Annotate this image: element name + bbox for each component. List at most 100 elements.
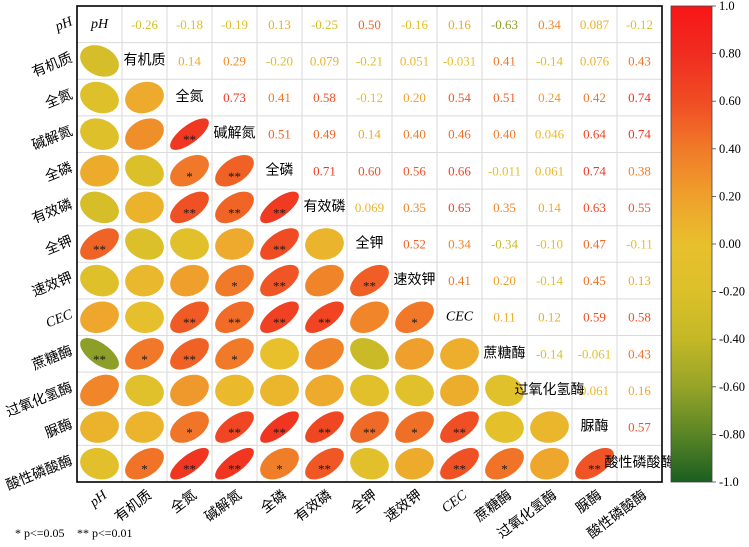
corr-value-r11-c12: 0.57: [628, 420, 651, 435]
corr-ellipse-r11-c9: [485, 411, 524, 443]
significance-stars-r9-c3: *: [231, 352, 238, 367]
corr-ellipse-r11-c10: [530, 411, 569, 443]
corr-value-r3-c10: 0.046: [535, 127, 565, 142]
corr-value-r4-c12: 0.38: [628, 163, 651, 178]
corr-ellipse-r12-c3: [215, 447, 254, 480]
corr-ellipse-r3-c1: [125, 118, 164, 150]
corr-ellipse-r12-c9: [485, 447, 524, 480]
corr-value-r4-c7: 0.56: [403, 163, 426, 178]
significance-stars-r3-c2: **: [183, 132, 196, 147]
corr-value-r0-c7: -0.16: [401, 17, 429, 32]
corr-ellipse-r1-c0: [80, 45, 119, 77]
corr-value-r2-c4: 0.41: [268, 90, 291, 105]
corr-value-r4-c8: 0.66: [448, 163, 471, 178]
corr-value-r0-c4: 0.13: [268, 17, 291, 32]
corr-ellipse-r5-c2: [170, 191, 209, 224]
corr-ellipse-r12-c5: [305, 447, 344, 480]
corr-ellipse-r10-c0: [80, 374, 119, 407]
corr-value-r2-c9: 0.51: [493, 90, 516, 105]
corr-value-r10-c11: 0.061: [580, 383, 609, 398]
corr-value-r0-c6: 0.50: [358, 17, 381, 32]
corr-value-r6-c11: 0.47: [583, 237, 606, 252]
corr-value-r7-c11: 0.45: [583, 273, 606, 288]
corr-value-r1-c7: 0.051: [400, 53, 429, 68]
corr-value-r1-c12: 0.43: [628, 53, 651, 68]
corr-value-r2-c11: 0.42: [583, 90, 606, 105]
diagonal-label-8: CEC: [446, 310, 474, 325]
corr-ellipse-r8-c6: [350, 301, 389, 333]
corr-value-r7-c12: 0.13: [628, 273, 651, 288]
corr-ellipse-r8-c1: [125, 301, 164, 333]
corr-value-r8-c11: 0.59: [583, 310, 606, 325]
corr-ellipse-r10-c4: [260, 374, 299, 407]
corr-ellipse-r6-c4: [260, 228, 299, 260]
corr-ellipse-r11-c5: [305, 411, 344, 443]
corr-value-r3-c8: 0.46: [448, 127, 471, 142]
corr-ellipse-r10-c9: [485, 374, 524, 407]
corr-ellipse-r10-c6: [350, 374, 389, 407]
corr-value-r0-c1: -0.26: [131, 17, 159, 32]
significance-stars-r12-c9: *: [501, 462, 508, 477]
significance-stars-r12-c5: **: [318, 462, 331, 477]
significance-stars-r5-c2: **: [183, 205, 196, 220]
corr-ellipse-r6-c2: [170, 228, 209, 260]
corr-ellipse-r11-c0: [80, 411, 119, 443]
corr-ellipse-r12-c7: [395, 447, 434, 480]
colorbar-gradient-bar: [670, 5, 713, 483]
significance-stars-r12-c2: **: [183, 462, 196, 477]
corr-ellipse-r8-c5: [305, 301, 344, 333]
significance-stars-r11-c3: **: [228, 425, 241, 440]
significance-stars-r9-c2: **: [183, 352, 196, 367]
corr-value-r9-c12: 0.43: [628, 346, 651, 361]
corr-value-r1-c5: 0.079: [310, 53, 339, 68]
significance-stars-r7-c4: **: [273, 279, 286, 294]
significance-stars-r12-c1: *: [141, 462, 148, 477]
significance-stars-r6-c4: **: [273, 242, 286, 257]
corr-value-r4-c11: 0.74: [583, 163, 606, 178]
corr-ellipse-r3-c0: [80, 118, 119, 150]
significance-stars-r11-c7: *: [411, 425, 418, 440]
corr-value-r1-c8: -0.031: [443, 53, 477, 68]
significance-stars-r5-c3: **: [228, 205, 241, 220]
corr-ellipse-r8-c7: [395, 301, 434, 333]
corr-ellipse-r8-c2: [170, 301, 209, 333]
diagonal-label-4: 全磷: [266, 161, 294, 178]
colorbar-tick-label-9: -0.80: [719, 427, 745, 441]
corr-value-r0-c12: -0.12: [626, 17, 653, 32]
diagonal-label-9: 蔗糖酶: [484, 345, 526, 361]
corr-value-r0-c2: -0.18: [176, 17, 203, 32]
corr-ellipse-r11-c1: [125, 411, 164, 443]
corr-value-r3-c11: 0.64: [583, 127, 606, 142]
corr-value-r3-c12: 0.74: [628, 127, 651, 142]
corr-value-r4-c5: 0.71: [313, 163, 336, 178]
corr-value-r0-c11: 0.087: [580, 17, 610, 32]
corr-value-r5-c8: 0.65: [448, 200, 471, 215]
corr-value-r3-c4: 0.51: [268, 127, 291, 142]
corr-ellipse-r6-c1: [125, 228, 164, 260]
significance-stars-r12-c8: **: [453, 462, 466, 477]
significance-stars-r8-c5: **: [318, 315, 331, 330]
significance-stars-r4-c2: *: [186, 169, 193, 184]
colorbar-tick-label-4: 0.20: [719, 189, 741, 203]
corr-ellipse-r3-c2: [170, 118, 209, 150]
corr-value-r1-c2: 0.14: [178, 53, 201, 68]
diagonal-label-12: 酸性磷酸酶: [605, 455, 675, 471]
corr-ellipse-r12-c11: [575, 447, 614, 480]
significance-note-p01: ** p<=0.01: [77, 526, 133, 540]
significance-note-p05: * p<=0.05: [15, 526, 65, 540]
corr-ellipse-r12-c2: [170, 447, 209, 480]
diagonal-label-11: 脲酶: [581, 419, 609, 435]
corr-value-r8-c12: 0.58: [628, 310, 651, 325]
corr-value-r2-c10: 0.24: [538, 90, 561, 105]
correlation-ellipses: [80, 45, 614, 480]
significance-stars-r6-c0: **: [93, 242, 106, 257]
corr-value-r9-c11: -0.061: [578, 346, 612, 361]
diagonal-label-3: 碱解氮: [214, 126, 256, 142]
corr-ellipse-r11-c8: [440, 411, 479, 443]
correlation-values: -0.26 -0.18 -0.19 0.13 -0.25 0.50 -0.16 0.16 -0.…: [131, 17, 653, 435]
corr-ellipse-r4-c2: [170, 155, 209, 187]
corr-value-r0-c8: 0.16: [448, 17, 471, 32]
corr-ellipse-r10-c3: [215, 374, 254, 407]
corr-value-r1-c9: 0.41: [493, 53, 516, 68]
